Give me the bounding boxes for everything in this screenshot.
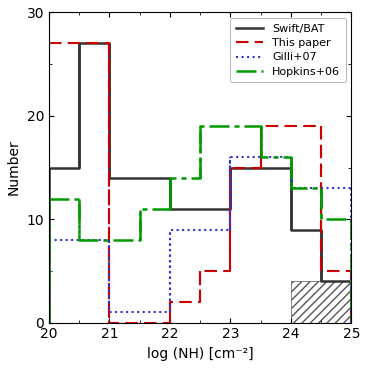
Legend: Swift/BAT, This paper, Gilli+07, Hopkins+06: Swift/BAT, This paper, Gilli+07, Hopkins… <box>230 18 346 82</box>
Y-axis label: Number: Number <box>7 140 21 195</box>
X-axis label: log (NH) [cm⁻²]: log (NH) [cm⁻²] <box>147 347 254 361</box>
Bar <box>291 281 351 323</box>
